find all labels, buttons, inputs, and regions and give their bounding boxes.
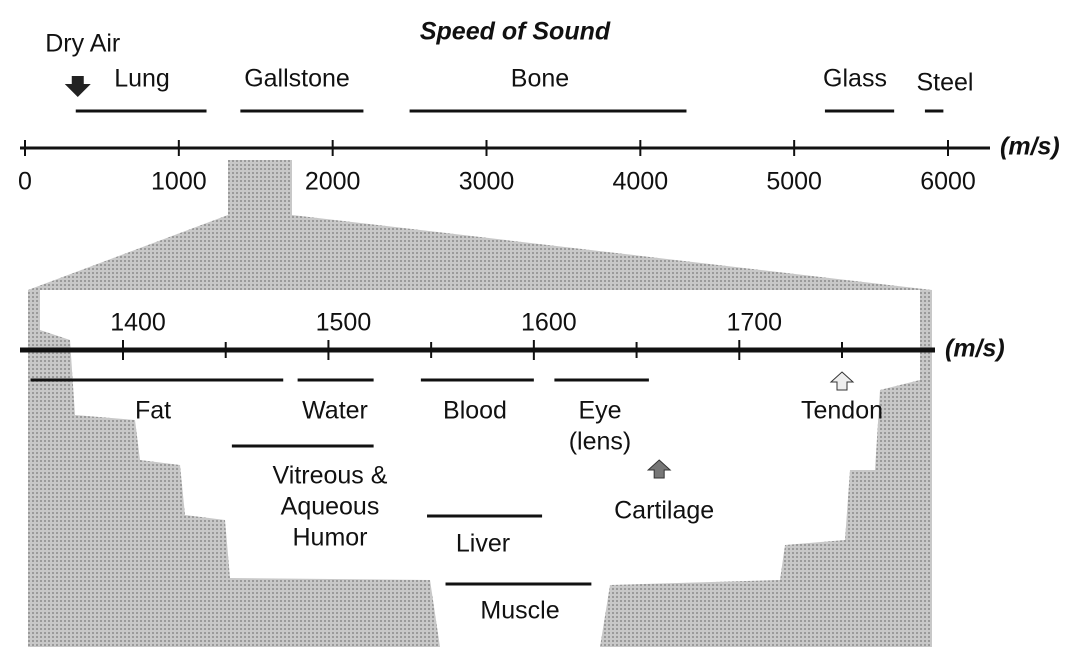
material-label: Blood [443, 397, 507, 425]
tick-label: 1700 [726, 309, 782, 337]
material-label: Muscle [480, 597, 559, 625]
arrow-up [829, 371, 855, 391]
material-label: Vitreous & [273, 462, 388, 490]
tick-label: 1000 [151, 168, 207, 196]
arrow-up [646, 459, 672, 479]
point-label: Dry Air [45, 30, 120, 58]
material-label: Fat [135, 397, 171, 425]
material-label: Steel [917, 69, 974, 97]
tick-label: 0 [18, 168, 32, 196]
material-label: Glass [823, 65, 887, 93]
material-label: Eye [578, 397, 621, 425]
tick-label: 4000 [613, 168, 669, 196]
material-label: (lens) [569, 428, 632, 456]
arrow-down [64, 76, 91, 97]
zoom-unit: (m/s) [945, 335, 1005, 363]
tick-label: 6000 [920, 168, 976, 196]
point-label: Cartilage [614, 497, 714, 525]
material-label: Lung [114, 65, 170, 93]
tick-label: 1500 [316, 309, 372, 337]
tick-label: 2000 [305, 168, 361, 196]
tick-label: 5000 [766, 168, 822, 196]
tick-label: 1400 [110, 309, 166, 337]
material-label: Humor [292, 524, 367, 552]
tick-label: 3000 [459, 168, 515, 196]
overview-unit: (m/s) [1000, 133, 1060, 161]
title: Speed of Sound [420, 18, 611, 46]
material-label: Bone [511, 65, 569, 93]
material-label: Liver [456, 530, 510, 558]
material-label: Water [302, 397, 368, 425]
tick-label: 1600 [521, 309, 577, 337]
point-label: Tendon [801, 397, 883, 425]
material-label: Gallstone [244, 65, 350, 93]
material-label: Aqueous [281, 493, 380, 521]
